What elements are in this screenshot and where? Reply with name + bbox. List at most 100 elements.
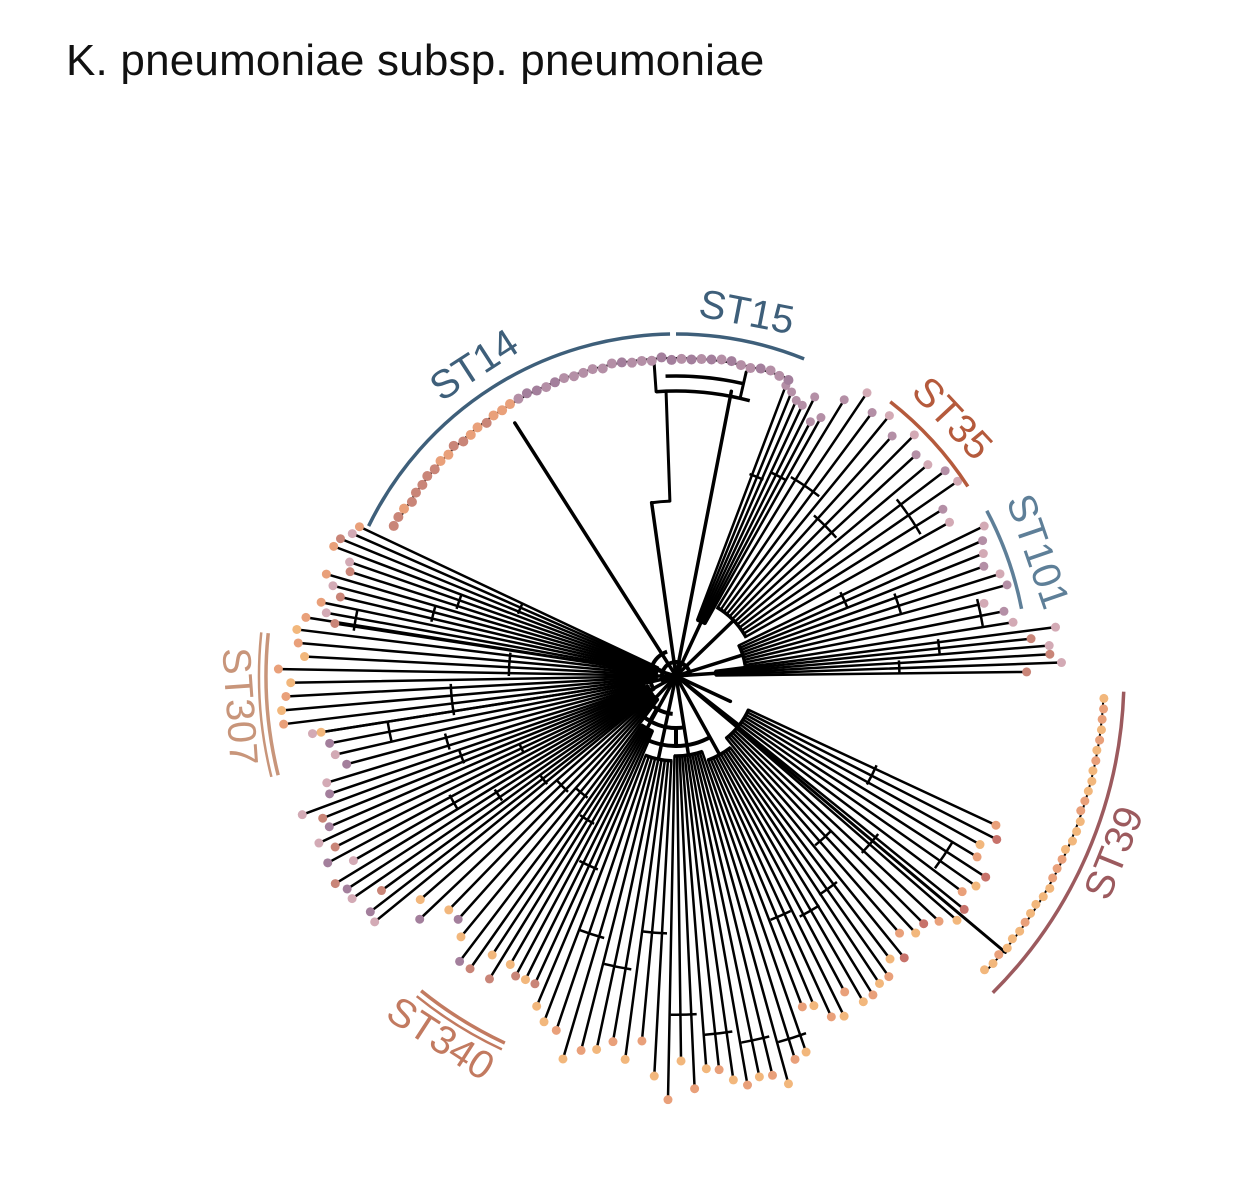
tip-marker: [636, 355, 647, 366]
tip-marker: [458, 436, 469, 447]
tree-branch: [674, 674, 733, 704]
tip-marker: [388, 520, 399, 531]
clade-arc-st35: [889, 400, 970, 488]
tip-marker: [481, 417, 492, 428]
tree-branch: [680, 754, 708, 1067]
tip-marker: [978, 549, 988, 559]
tree-branch: [293, 675, 658, 684]
tip-marker: [345, 567, 355, 577]
tip-marker: [975, 840, 985, 850]
tree-branch: [596, 757, 660, 1047]
tree-branch: [352, 562, 659, 671]
tip-marker: [530, 979, 540, 989]
tip-marker: [376, 886, 386, 896]
tip-marker: [797, 400, 807, 410]
tip-marker: [549, 377, 560, 388]
tip-marker: [521, 388, 532, 399]
tip-marker: [335, 534, 345, 544]
tree-branch: [714, 644, 1047, 674]
tip-marker: [465, 964, 475, 974]
tip-marker: [1052, 864, 1062, 874]
tip-marker: [365, 907, 375, 917]
tip-marker: [783, 1079, 793, 1089]
tip-marker: [923, 460, 933, 470]
tip-marker: [980, 965, 990, 975]
tip-marker: [952, 915, 962, 925]
clade-arc-st101: [985, 509, 1024, 610]
tip-marker: [316, 727, 326, 737]
tip-marker: [805, 417, 815, 427]
tree-node-arc: [770, 471, 786, 481]
tip-marker: [1038, 892, 1048, 902]
tree-branch: [683, 754, 720, 1067]
clade-label-st101: ST101: [998, 489, 1078, 615]
tree-branch: [421, 695, 656, 918]
clade-arc-st340: [420, 989, 506, 1045]
tip-marker: [979, 521, 989, 531]
tree-branch: [693, 752, 773, 1073]
tree-node-arc: [715, 605, 748, 639]
tip-marker: [686, 354, 697, 365]
tree-branch: [738, 471, 944, 629]
tree-branch: [422, 694, 655, 899]
tip-marker: [1075, 817, 1085, 827]
tip-marker: [301, 612, 311, 622]
tip-marker: [839, 395, 849, 405]
tree-branch: [641, 759, 670, 1039]
tip-marker: [868, 990, 878, 1000]
tip-marker: [455, 956, 465, 966]
tip-marker: [578, 367, 589, 378]
clade-arc-st39: [991, 691, 1126, 995]
tree-branch: [323, 677, 658, 733]
tree-node-arc: [575, 787, 589, 799]
tree-node-arc: [665, 374, 744, 386]
tree-branch: [700, 407, 802, 623]
tip-marker: [862, 388, 872, 398]
tree-branch: [645, 674, 678, 731]
tip-marker: [979, 561, 989, 571]
tip-marker: [1080, 796, 1090, 806]
tree-branch: [656, 674, 678, 761]
tree-node-arc: [813, 514, 838, 539]
tree-branch: [738, 540, 981, 649]
clade-label-st307: ST307: [213, 646, 265, 767]
tip-marker: [1057, 854, 1067, 864]
tip-marker: [429, 464, 440, 475]
tree-branch: [490, 725, 646, 977]
tip-marker: [1067, 836, 1077, 846]
clade-arc-st340-outer: [415, 995, 503, 1051]
tree-branch: [328, 612, 658, 674]
tip-marker: [988, 958, 998, 968]
tree-branch: [743, 610, 1002, 664]
tip-marker: [809, 1001, 819, 1011]
tip-marker: [663, 1095, 673, 1105]
tip-marker: [325, 789, 335, 799]
tip-marker: [656, 352, 667, 363]
tree-branch: [354, 533, 659, 670]
tree-branch: [691, 753, 760, 1075]
tree-branch: [354, 691, 653, 898]
tip-marker: [1099, 693, 1109, 703]
tree-branch: [624, 759, 667, 1057]
tip-marker: [666, 354, 677, 365]
tree-branch: [281, 667, 658, 677]
tip-marker: [329, 541, 339, 551]
tree-node-arc: [352, 610, 359, 631]
tree-node-arc: [724, 708, 751, 740]
tip-marker: [646, 355, 657, 366]
tip-marker: [884, 411, 894, 421]
tip-marker: [443, 449, 454, 460]
tree-node-arc: [448, 794, 459, 810]
tip-marker: [415, 895, 425, 905]
tree-branch: [337, 622, 658, 675]
tip-marker: [322, 778, 332, 788]
tree-node-arc: [818, 881, 838, 896]
tip-marker: [324, 822, 334, 832]
tree-branch: [655, 668, 678, 678]
tip-marker: [999, 606, 1009, 616]
tree-branch: [742, 510, 941, 635]
tree-branch: [743, 715, 975, 857]
clade-label-st15: ST15: [696, 282, 798, 343]
clade-arc-st14: [367, 332, 671, 527]
tree-node-arc: [936, 639, 941, 654]
